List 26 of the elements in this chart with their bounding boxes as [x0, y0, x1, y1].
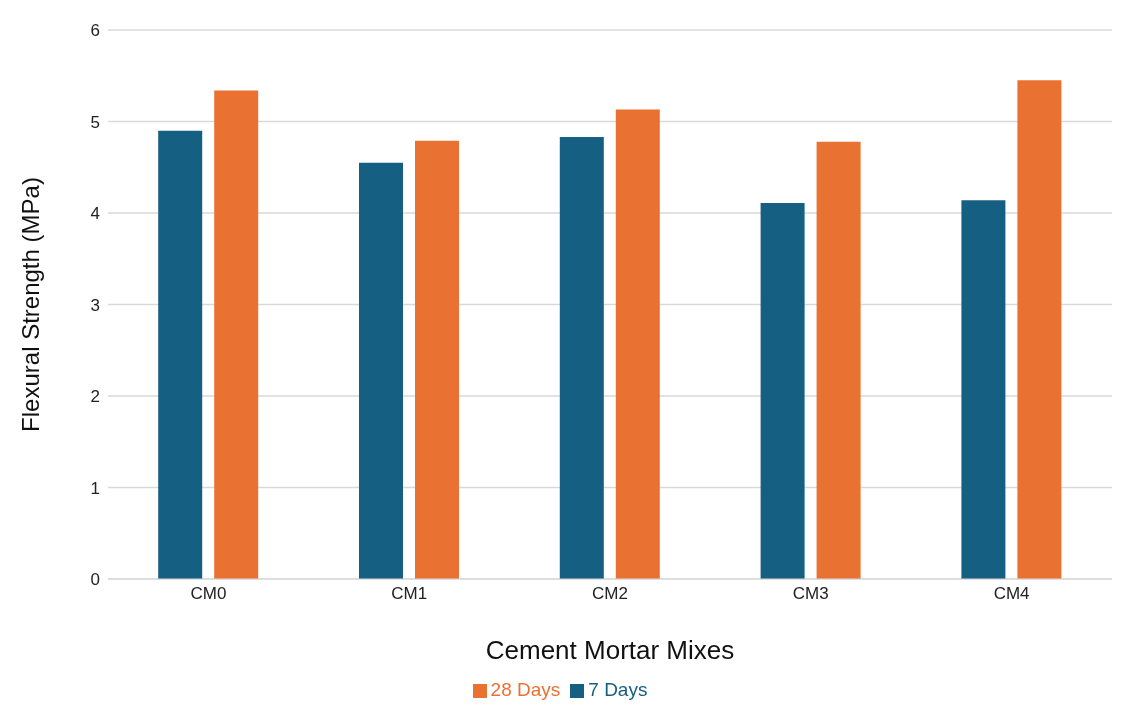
bar	[961, 200, 1006, 579]
legend-label: 28 Days	[490, 679, 561, 700]
bar	[816, 141, 861, 579]
y-axis-title: Flexural Strength (MPa)	[16, 177, 44, 432]
y-tick-label: 1	[90, 478, 100, 498]
y-tick-label: 0	[90, 570, 100, 590]
y-tick-label: 3	[90, 295, 100, 315]
bar	[214, 90, 259, 579]
legend-label: 7 Days	[588, 679, 648, 700]
bar	[359, 162, 403, 579]
x-tick-label: CM3	[792, 584, 829, 604]
x-axis-title: Cement Mortar Mixes	[485, 635, 735, 665]
x-tick-label: CM2	[592, 584, 628, 604]
bar	[760, 202, 805, 579]
x-tick-label: CM1	[391, 584, 428, 604]
y-tick-label: 4	[90, 204, 100, 224]
x-tick-label: CM0	[190, 584, 227, 604]
bar	[415, 140, 459, 579]
y-tick-label: 5	[90, 112, 100, 132]
bar	[559, 137, 604, 579]
y-tick-label: 2	[90, 387, 100, 407]
bar	[615, 109, 660, 579]
bar	[1017, 80, 1062, 579]
bar	[158, 130, 203, 579]
x-tick-label: CM4	[993, 584, 1030, 604]
y-tick-label: 6	[90, 21, 100, 41]
